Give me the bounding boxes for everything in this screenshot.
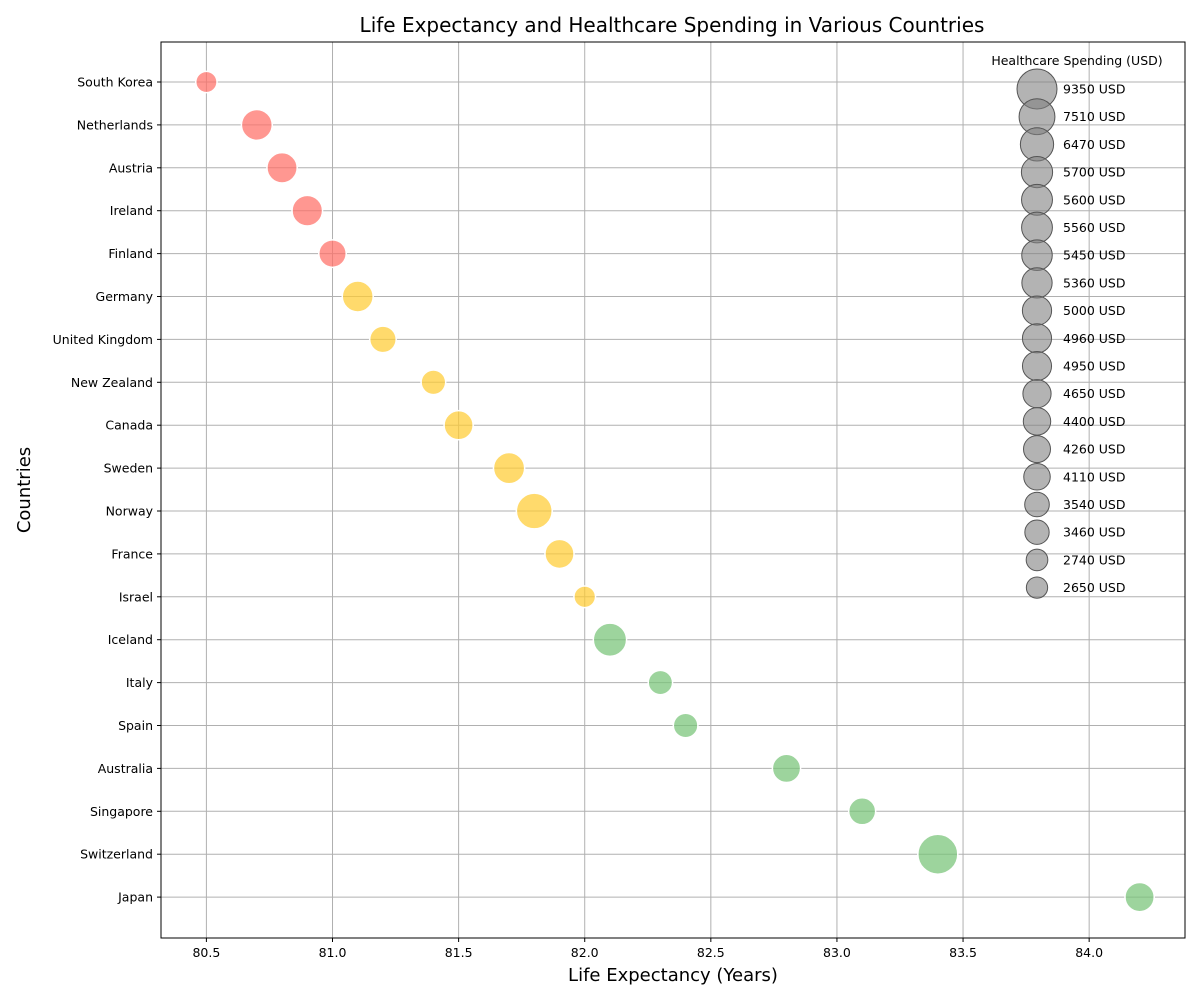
y-tick-label: Ireland (110, 203, 153, 218)
y-tick-label: Italy (126, 675, 154, 690)
y-tick-label: Australia (98, 761, 153, 776)
x-tick-label: 80.5 (192, 945, 220, 960)
x-tick-label: 83.0 (823, 945, 851, 960)
bubble-point (647, 669, 674, 696)
y-tick-label: Austria (109, 160, 153, 175)
legend-marker (1020, 155, 1054, 189)
plot-area: 80.5 81.0 81.5 82.0 82.5 83.0 83.5 84.0 South K… (53, 41, 1186, 960)
legend-marker (1021, 239, 1053, 271)
bubble-point (847, 797, 877, 826)
bubble-point (492, 451, 526, 485)
legend-label: 5000 USD (1063, 303, 1126, 318)
bubble-point (672, 712, 699, 739)
chart-title: Life Expectancy and Healthcare Spending … (360, 13, 985, 37)
legend-marker (1025, 576, 1049, 599)
legend-marker (1021, 183, 1053, 216)
x-tick-label: 82.0 (571, 945, 599, 960)
legend-marker (1023, 463, 1051, 491)
legend-marker (1021, 350, 1053, 382)
legend-marker (1022, 379, 1052, 409)
legend-label: 4650 USD (1063, 386, 1126, 401)
x-tick-label: 81.0 (319, 945, 347, 960)
legend-label: 5450 USD (1063, 248, 1126, 263)
legend-label: 2650 USD (1063, 580, 1126, 595)
legend-marker (1025, 548, 1049, 572)
legend-label: 3460 USD (1063, 525, 1126, 540)
bubble-point (420, 369, 447, 396)
bubble-series (195, 70, 1155, 913)
legend-marker (1021, 267, 1053, 299)
x-tick-label: 82.5 (697, 945, 725, 960)
legend-marker (1021, 323, 1053, 354)
x-tick-label: 81.5 (445, 945, 473, 960)
y-tick-label: South Korea (77, 75, 153, 90)
legend-marker (1024, 491, 1050, 518)
legend-label: 5360 USD (1063, 275, 1126, 290)
legend-label: 6470 USD (1063, 137, 1126, 152)
legend-label: 2740 USD (1063, 552, 1126, 567)
plot-frame (160, 41, 1186, 939)
y-tick-label: Switzerland (80, 847, 153, 862)
y-tick-label: Norway (106, 504, 154, 519)
y-axis-title: Countries (14, 447, 35, 533)
legend-marker (1024, 519, 1050, 545)
y-tick-label: Finland (108, 246, 153, 261)
legend-label: 5560 USD (1063, 220, 1126, 235)
bubble-point (266, 151, 298, 184)
bubble-point (1124, 881, 1155, 913)
bubble-point (368, 325, 397, 354)
y-tick-label: Spain (118, 718, 153, 733)
y-tick-label: Japan (117, 890, 153, 905)
x-axis-ticks: 80.5 81.0 81.5 82.0 82.5 83.0 83.5 84.0 (192, 938, 1103, 960)
bubble-point (917, 833, 959, 875)
bubble-point (341, 280, 374, 313)
y-tick-label: Sweden (104, 461, 153, 476)
legend-marker (1023, 435, 1051, 464)
legend-label: 3540 USD (1063, 497, 1126, 512)
legend-label: 4110 USD (1063, 469, 1126, 484)
x-axis-title: Life Expectancy (Years) (568, 965, 778, 986)
legend-label: 4950 USD (1063, 359, 1126, 374)
bubble-point (515, 492, 553, 530)
legend-marker (1021, 295, 1053, 326)
bubble-point (573, 585, 597, 609)
y-tick-label: Israel (119, 589, 153, 604)
bubble-point (592, 622, 628, 658)
legend-title: Healthcare Spending (USD) (991, 53, 1162, 68)
y-axis-ticks: South Korea Netherlands Austria Ireland Finl… (53, 75, 161, 905)
y-tick-label: Canada (105, 418, 153, 433)
y-tick-label: France (111, 546, 153, 561)
legend-label: 9350 USD (1063, 82, 1126, 97)
y-tick-label: Netherlands (77, 117, 153, 132)
x-tick-label: 84.0 (1075, 945, 1103, 960)
legend-label: 7510 USD (1063, 109, 1126, 124)
legend-label: 4960 USD (1063, 331, 1126, 346)
bubble-point (240, 108, 274, 142)
x-tick-label: 83.5 (949, 945, 977, 960)
plot-background (161, 42, 1185, 938)
bubble-point (318, 239, 347, 269)
legend: Healthcare Spending (USD) 9350 USD 7510 U… (991, 53, 1163, 599)
bubble-point (291, 194, 324, 227)
grid-lines (161, 42, 1185, 938)
legend-marker (1022, 407, 1052, 436)
legend-label: 4400 USD (1063, 414, 1126, 429)
y-tick-label: Germany (96, 289, 154, 304)
y-tick-label: Singapore (90, 804, 153, 819)
legend-label: 5600 USD (1063, 192, 1126, 207)
y-tick-label: United Kingdom (53, 332, 153, 347)
legend-label: 4260 USD (1063, 442, 1126, 457)
bubble-point (544, 538, 575, 570)
bubble-point (195, 70, 218, 94)
legend-marker (1021, 211, 1053, 244)
legend-label: 5700 USD (1063, 165, 1126, 180)
y-tick-label: New Zealand (71, 375, 153, 390)
bubble-point (443, 409, 474, 441)
bubble-point (771, 753, 802, 784)
y-tick-label: Iceland (108, 632, 153, 647)
